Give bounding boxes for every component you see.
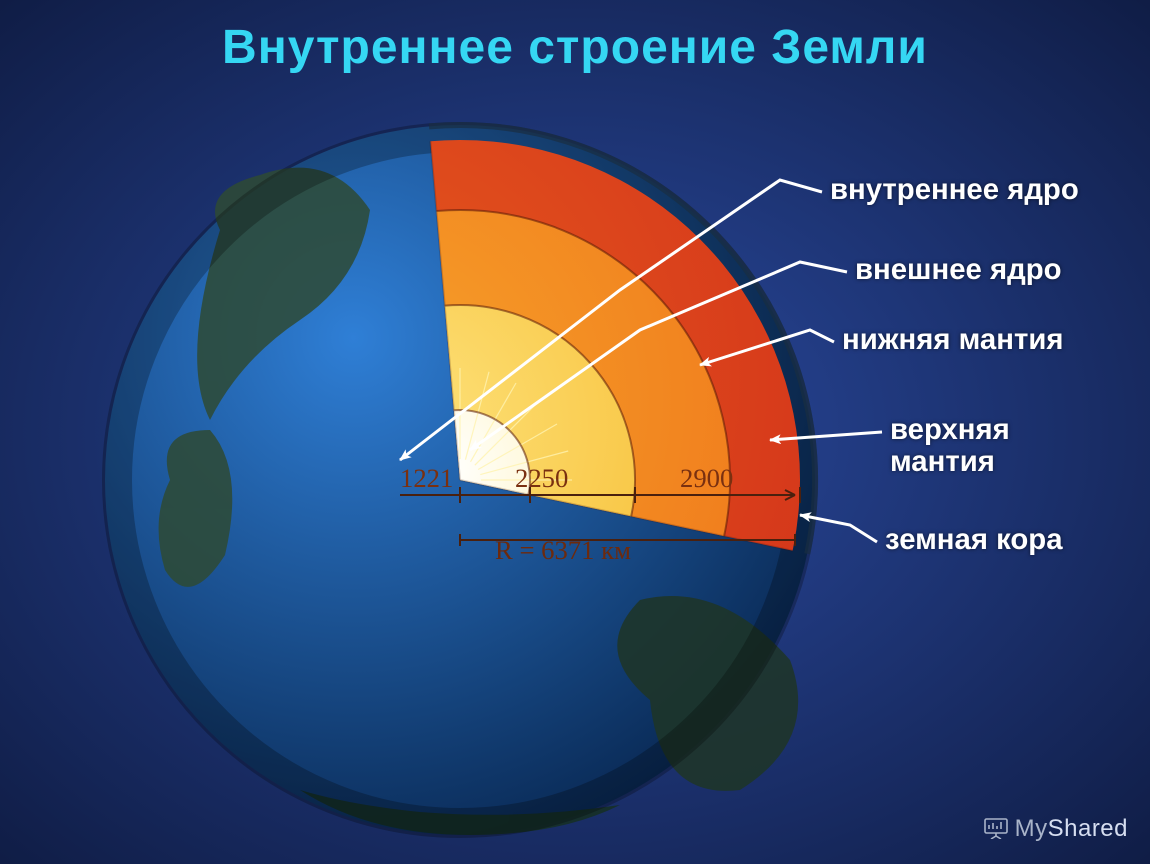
label-crust: земная кора [885, 524, 1063, 556]
label-upper-mantle: верхняя мантия [890, 414, 1010, 479]
diagram-stage: Внутреннее строение Земли внутреннее ядр… [0, 0, 1150, 864]
dim-total-radius: R = 6371 км [495, 535, 631, 566]
watermark-left: My [1015, 815, 1048, 842]
watermark-right: Shared [1048, 815, 1128, 842]
dim-inner-core: 1221 [400, 463, 453, 494]
diagram-title: Внутреннее строение Земли [0, 20, 1150, 75]
label-inner-core: внутреннее ядро [830, 174, 1079, 206]
label-lower-mantle: нижняя мантия [842, 324, 1063, 356]
dim-outer-core: 2250 [515, 463, 568, 494]
dim-mantle: 2900 [680, 463, 733, 494]
label-outer-core: внешнее ядро [855, 254, 1062, 286]
presentation-icon [983, 817, 1009, 846]
watermark: MyShared [983, 815, 1128, 846]
